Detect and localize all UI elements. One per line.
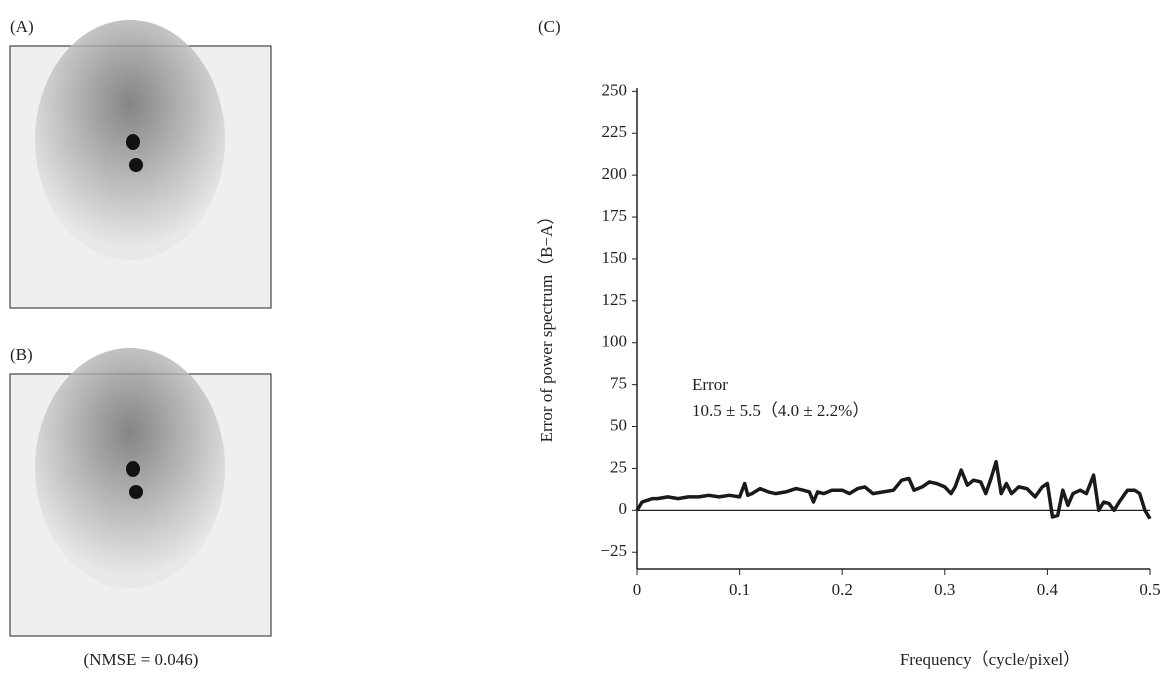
y-tick-label: 175 bbox=[602, 206, 628, 225]
x-tick-label: 0 bbox=[633, 580, 642, 599]
x-tick-label: 0.1 bbox=[729, 580, 750, 599]
y-tick-label: −25 bbox=[600, 541, 627, 560]
panel-label: (A) bbox=[10, 17, 34, 36]
panel-label: (B) bbox=[10, 345, 33, 364]
scan-image-b bbox=[9, 348, 272, 637]
x-tick-label: 0.3 bbox=[934, 580, 955, 599]
annotation-title: Error bbox=[692, 375, 728, 394]
y-tick-label: 0 bbox=[619, 499, 628, 518]
chart-title: (C) bbox=[538, 17, 561, 36]
y-tick-label: 125 bbox=[602, 290, 628, 309]
x-axis-label: Frequency（cycle/pixel） bbox=[900, 650, 1080, 669]
nmse-label: (NMSE = 0.046) bbox=[84, 650, 199, 669]
y-tick-label: 50 bbox=[610, 415, 627, 434]
x-tick-label: 0.2 bbox=[832, 580, 853, 599]
x-tick-label: 0.4 bbox=[1037, 580, 1059, 599]
y-tick-label: 200 bbox=[602, 164, 628, 183]
annotation-text: 10.5 ± 5.5（4.0 ± 2.2%） bbox=[692, 401, 869, 420]
y-tick-label: 75 bbox=[610, 374, 627, 393]
y-tick-label: 100 bbox=[602, 332, 628, 351]
scan-image-a bbox=[9, 20, 272, 309]
y-tick-label: 225 bbox=[602, 122, 628, 141]
y-tick-label: 250 bbox=[602, 80, 628, 99]
data-line bbox=[635, 459, 1152, 520]
y-axis-label: Error of power spectrum（B−A） bbox=[537, 208, 556, 443]
y-tick-label: 25 bbox=[610, 457, 627, 476]
x-tick-label: 0.5 bbox=[1139, 580, 1160, 599]
y-tick-label: 150 bbox=[602, 248, 628, 267]
